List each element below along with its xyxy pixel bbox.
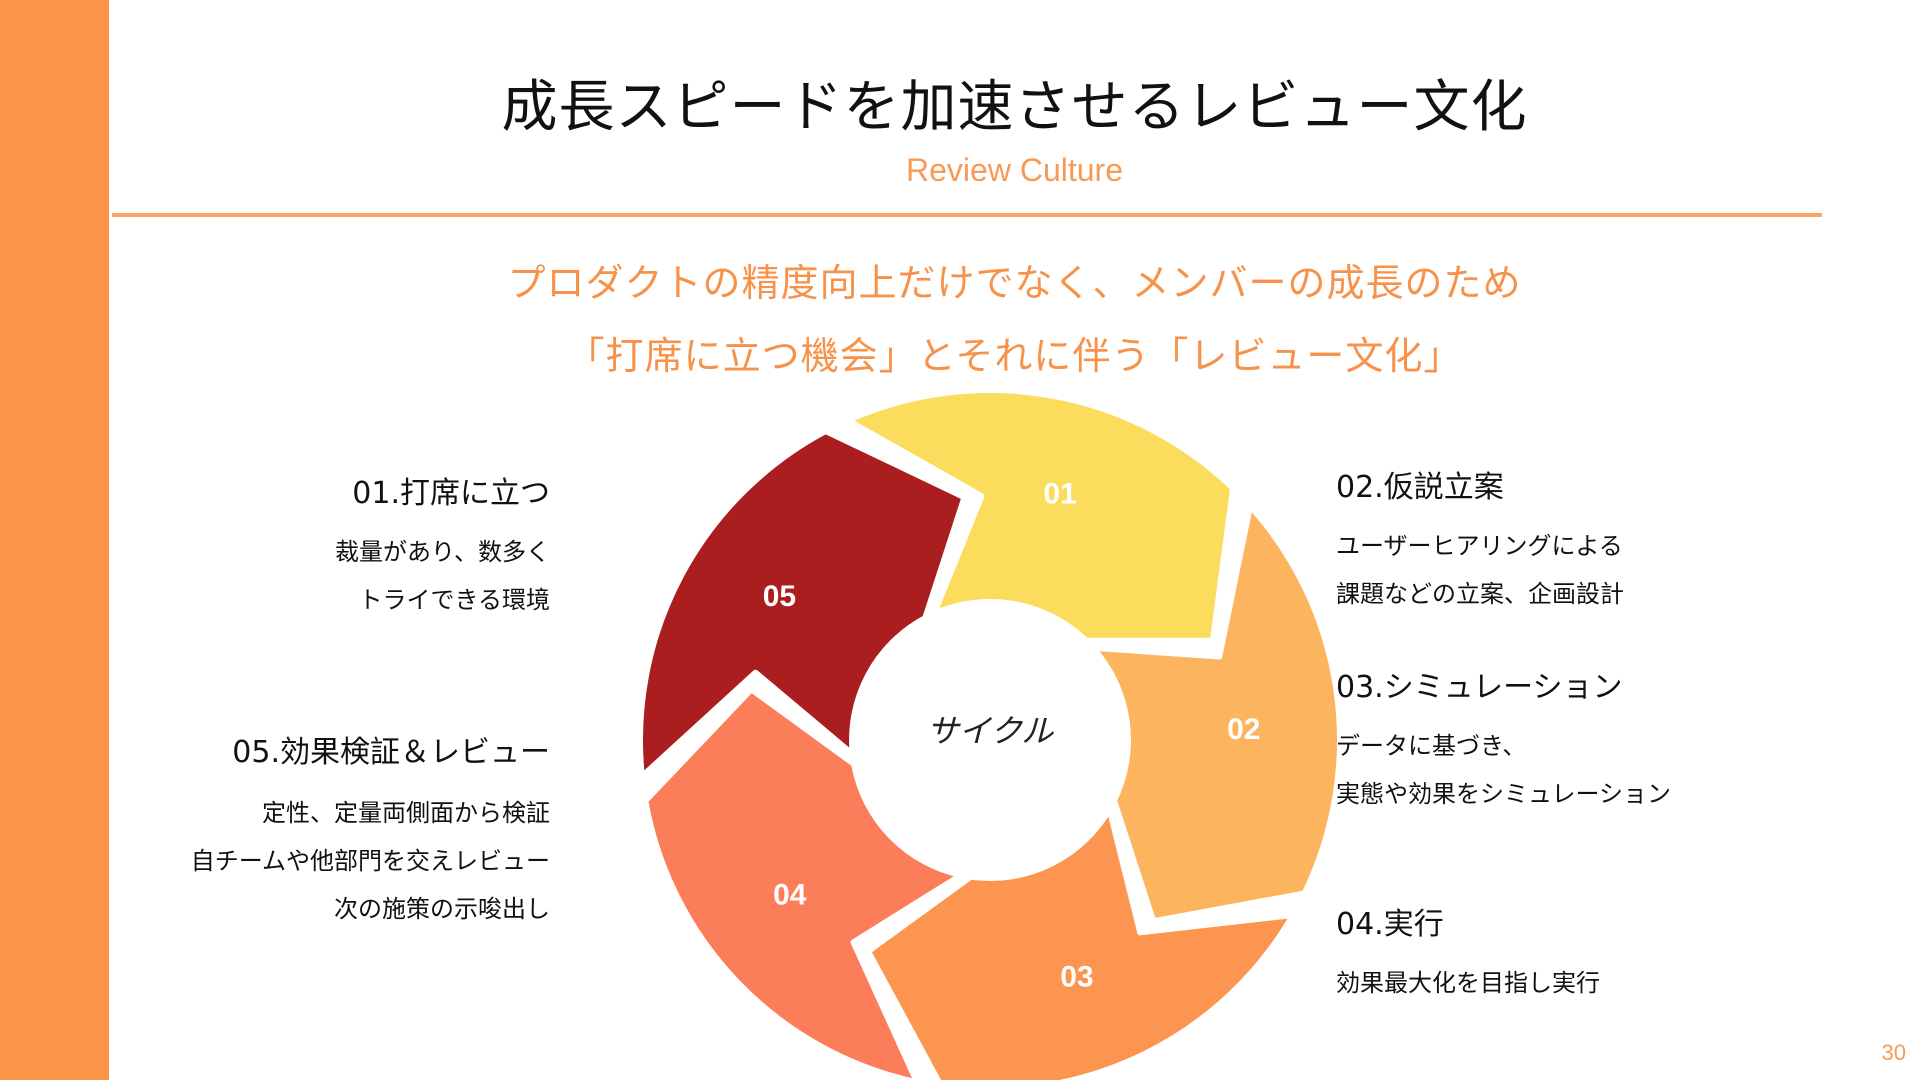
step-02-line-2: 課題などの立案、企画設計 — [1336, 580, 1624, 608]
cycle-segment-label-02: 02 — [1227, 713, 1260, 746]
cycle-segment-labels: 01 02 03 04 05 — [763, 478, 1261, 994]
step-04-description: 04.実行 効果最大化を目指し実行 — [1336, 905, 1600, 1007]
step-03-title: 03.シミュレーション — [1336, 670, 1623, 705]
lead-text-line-2: 「打席に立つ機会」とそれに伴う「レビュー文化」 — [566, 334, 1463, 378]
step-03-line-1: データに基づき、 — [1336, 732, 1527, 760]
step-01-line-2: トライできる環境 — [358, 586, 550, 614]
step-05-title: 05.効果検証＆レビュー — [232, 735, 550, 770]
lead-text-line-1: プロダクトの精度向上だけでなく、メンバーの成長のため — [507, 261, 1522, 305]
cycle-segment-01 — [844, 387, 1237, 644]
step-01-title: 01.打席に立つ — [352, 476, 550, 511]
step-02-title: 02.仮説立案 — [1336, 470, 1504, 505]
step-04-line-1: 効果最大化を目指し実行 — [1336, 969, 1600, 997]
step-01-description: 01.打席に立つ 裁量があり、数多く トライできる環境 — [335, 474, 550, 624]
cycle-segment-05 — [637, 428, 968, 780]
cycle-segment-04 — [642, 686, 965, 1080]
cycle-segment-label-03: 03 — [1060, 961, 1093, 994]
step-03-line-2: 実態や効果をシミュレーション — [1336, 780, 1672, 808]
accent-side-bar — [0, 0, 109, 1080]
step-05-line-3: 次の施策の示唆出し — [334, 895, 550, 923]
slide-subtitle: Review Culture — [906, 152, 1123, 188]
step-05-line-2: 自チームや他部門を交えレビュー — [190, 847, 550, 875]
step-05-description: 05.効果検証＆レビュー 定性、定量両側面から検証 自チームや他部門を交えレビュ… — [191, 733, 550, 933]
cycle-segment-label-01: 01 — [1043, 478, 1076, 511]
step-02-description: 02.仮説立案 ユーザーヒアリングによる 課題などの立案、企画設計 — [1336, 468, 1624, 618]
step-04-title: 04.実行 — [1336, 907, 1444, 942]
cycle-segments — [637, 387, 1343, 1080]
step-05-line-1: 定性、定量両側面から検証 — [262, 799, 550, 827]
cycle-segment-02 — [1089, 502, 1343, 925]
step-02-line-1: ユーザーヒアリングによる — [1336, 532, 1623, 560]
title-divider — [112, 213, 1822, 217]
slide-title: 成長スピードを加速させるレビュー文化 — [501, 75, 1528, 140]
cycle-segment-label-05: 05 — [763, 580, 796, 613]
step-01-line-1: 裁量があり、数多く — [334, 538, 550, 566]
cycle-center-label: サイクル — [927, 712, 1054, 750]
step-03-description: 03.シミュレーション データに基づき、 実態や効果をシミュレーション — [1336, 668, 1671, 818]
cycle-segment-label-04: 04 — [773, 878, 807, 911]
page-number: 30 — [1881, 1040, 1906, 1065]
cycle-segment-03 — [865, 806, 1297, 1080]
